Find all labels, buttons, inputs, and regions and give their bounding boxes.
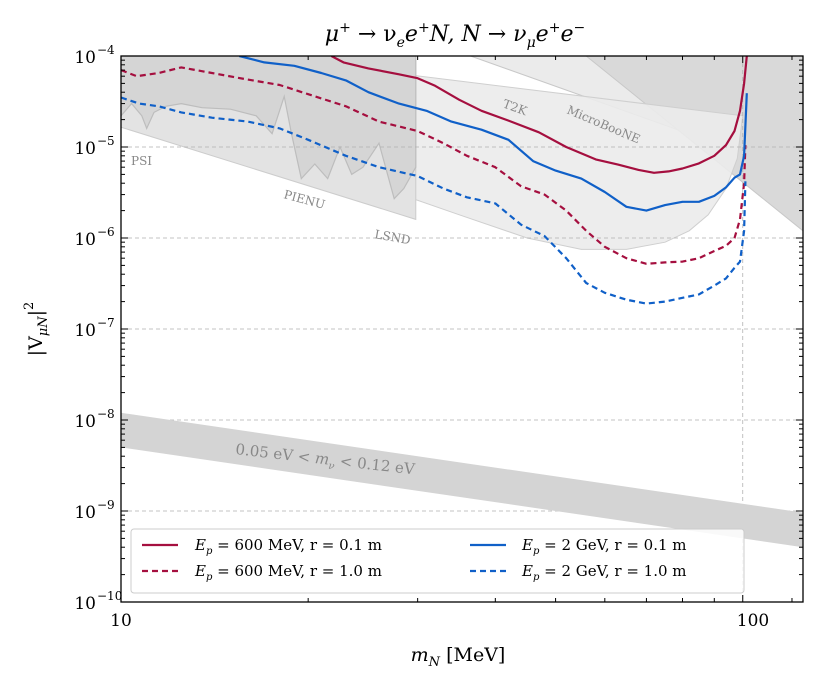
y-axis-label: |VμN|2 (22, 302, 51, 357)
y-tick-label: 10 (74, 230, 96, 250)
series-line-3 (239, 56, 748, 212)
series-lines (121, 56, 748, 305)
y-tick-label: 10 (74, 139, 96, 159)
legend: Ep = 600 MeV, r = 0.1 m Ep = 600 MeV, r … (130, 528, 745, 594)
y-tick-exp: −8 (97, 407, 115, 421)
chart-title: μ+ → νee+N, N → νμe+e− (325, 20, 585, 51)
y-tick-exp: −7 (97, 316, 115, 330)
legend-label: Ep = 2 GeV, r = 0.1 m (521, 536, 687, 557)
y-tick-label: 10 (74, 594, 96, 614)
plot-area (121, 56, 803, 602)
y-tick-exp: −6 (97, 225, 115, 239)
legend-label: Ep = 600 MeV, r = 0.1 m (194, 536, 382, 557)
region-label-psi: PSI (131, 154, 152, 168)
region-label-lsnd: LSND (373, 227, 411, 247)
y-tick-exp: −4 (97, 43, 115, 57)
x-tick-label: 10 (110, 611, 132, 631)
y-tick-label: 10 (74, 503, 96, 523)
series-line-2 (121, 66, 747, 265)
series-line-1 (330, 56, 748, 174)
region-psi (121, 56, 417, 200)
y-tick-exp: −5 (97, 134, 115, 148)
legend-label: Ep = 2 GeV, r = 1.0 m (521, 562, 687, 583)
neutrino-mass-band (121, 412, 803, 548)
excluded-regions (121, 56, 803, 250)
legend-label: Ep = 600 MeV, r = 1.0 m (194, 562, 382, 583)
band-shape (121, 412, 803, 548)
y-tick-label: 10 (74, 412, 96, 432)
axis-ticks (120, 55, 803, 603)
x-axis-label: mN [MeV] (411, 644, 506, 670)
legend-box (130, 528, 745, 594)
region-label-pienu: PIENU (282, 187, 326, 211)
series-line-4 (121, 96, 747, 305)
y-tick-label: 10 (74, 48, 96, 68)
y-tick-exp: −10 (97, 589, 122, 603)
x-tick-label: 100 (737, 611, 769, 631)
y-tick-exp: −9 (97, 498, 115, 512)
y-tick-labels: 10 −10 10 −9 10 −8 10 −7 10 −6 10 −5 10 … (74, 43, 122, 614)
y-tick-label: 10 (74, 321, 96, 341)
